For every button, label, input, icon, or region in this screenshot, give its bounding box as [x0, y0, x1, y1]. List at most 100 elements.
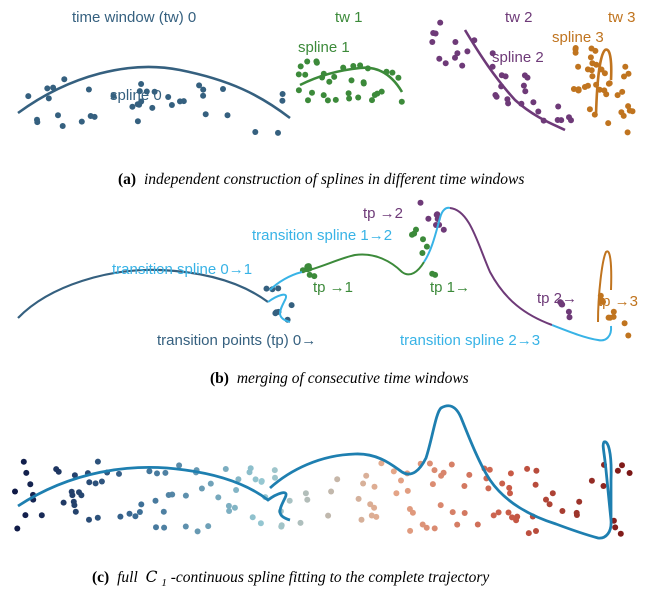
- trajectory-point: [525, 530, 532, 537]
- trajectory-point: [117, 513, 124, 520]
- trajectory-point: [625, 332, 632, 339]
- trajectory-point: [437, 19, 444, 26]
- trajectory-point: [612, 524, 619, 531]
- trajectory-point: [598, 298, 605, 305]
- trajectory-point: [419, 250, 426, 256]
- trajectory-point: [573, 512, 580, 518]
- trajectory-point: [395, 74, 402, 81]
- trajectory-point: [486, 466, 493, 473]
- trajectory-point: [466, 471, 473, 478]
- trajectory-point: [76, 489, 82, 496]
- trajectory-point: [524, 74, 531, 81]
- label-transition-2-3: transition spline 2→3: [400, 332, 540, 349]
- trajectory-point: [53, 466, 60, 473]
- trajectory-point: [522, 88, 529, 95]
- trajectory-point: [252, 476, 259, 483]
- trajectory-point: [629, 108, 636, 115]
- trajectory-point: [493, 93, 500, 100]
- trajectory-point: [554, 117, 561, 123]
- trajectory-point: [389, 69, 396, 76]
- trajectory-point: [220, 86, 226, 92]
- trajectory-point: [378, 460, 385, 467]
- spline-3-segment: [597, 250, 613, 323]
- trajectory-point: [138, 98, 145, 105]
- trajectory-point: [565, 308, 572, 315]
- trajectory-point: [279, 97, 286, 104]
- trajectory-point: [360, 80, 367, 87]
- trajectory-point: [182, 523, 189, 530]
- trajectory-point: [530, 99, 537, 106]
- trajectory-point: [429, 481, 436, 488]
- trajectory-point: [440, 469, 447, 476]
- trajectory-point: [378, 88, 385, 95]
- trajectory-point: [390, 468, 397, 475]
- trajectory-point: [600, 483, 607, 489]
- trajectory-point: [346, 95, 353, 102]
- trajectory-point: [149, 104, 156, 111]
- trajectory-point: [22, 512, 29, 519]
- caption-c-sub: 1: [161, 577, 167, 589]
- trajectory-point: [304, 263, 311, 270]
- trajectory-point: [355, 495, 362, 502]
- trajectory-point: [454, 521, 461, 528]
- trajectory-point: [146, 468, 153, 475]
- trajectory-point: [180, 98, 187, 105]
- trajectory-point: [442, 60, 449, 67]
- trajectory-point: [258, 478, 265, 484]
- trajectory-point: [626, 470, 633, 476]
- trajectory-point: [272, 310, 279, 317]
- label-tp-2-from: tp 2→: [537, 290, 577, 307]
- caption-c: (c) full C 1 -continuous spline fitting …: [92, 568, 489, 590]
- trajectory-point: [86, 516, 92, 523]
- trajectory-point: [34, 119, 41, 126]
- trajectory-point: [182, 492, 189, 499]
- trajectory-point: [205, 523, 212, 530]
- trajectory-point: [246, 469, 253, 476]
- trajectory-point: [198, 485, 205, 492]
- trajectory-point: [138, 81, 145, 87]
- trajectory-point: [371, 504, 378, 511]
- trajectory-point: [625, 103, 632, 110]
- panel-a: time window (tw) 0 tw 1 tw 2 tw 3 spline…: [17, 9, 636, 188]
- trajectory-point: [555, 103, 562, 110]
- caption-b: (b) merging of consecutive time windows: [210, 370, 469, 387]
- trajectory-point: [85, 86, 92, 93]
- trajectory-point: [368, 512, 375, 519]
- trajectory-point: [507, 470, 514, 477]
- trajectory-point: [325, 512, 332, 519]
- trajectory-point: [355, 94, 362, 101]
- trajectory-point: [601, 87, 608, 94]
- trajectory-point: [224, 112, 231, 119]
- trajectory-point: [313, 58, 320, 65]
- trajectory-point: [461, 510, 468, 516]
- caption-a-tag: (a): [118, 171, 136, 188]
- trajectory-point: [448, 461, 455, 468]
- trajectory-point: [588, 477, 595, 484]
- trajectory-point: [55, 112, 61, 119]
- trajectory-point: [620, 112, 627, 119]
- trajectory-point: [409, 509, 416, 516]
- trajectory-point: [373, 513, 380, 520]
- trajectory-point: [363, 472, 370, 479]
- trajectory-point: [136, 509, 143, 515]
- trajectory-point: [437, 502, 444, 509]
- trajectory-point: [331, 73, 338, 80]
- trajectory-point: [275, 285, 282, 292]
- trajectory-point: [44, 85, 51, 92]
- trajectory-point: [589, 73, 596, 80]
- trajectory-point: [559, 508, 566, 514]
- panel-b-points: [263, 199, 632, 339]
- trajectory-point: [151, 88, 158, 95]
- trajectory-point: [138, 501, 145, 508]
- trajectory-point: [374, 90, 381, 97]
- label-spline2: spline 2: [492, 49, 544, 66]
- label-spline0: spline 0: [110, 87, 162, 104]
- trajectory-point: [485, 485, 492, 492]
- trajectory-point: [398, 477, 404, 484]
- trajectory-point: [176, 462, 183, 469]
- trajectory-point: [297, 519, 304, 526]
- trajectory-point: [86, 479, 93, 486]
- trajectory-point: [27, 481, 34, 488]
- trajectory-point: [575, 63, 582, 70]
- label-tp-1-from: tp 1→: [430, 279, 470, 296]
